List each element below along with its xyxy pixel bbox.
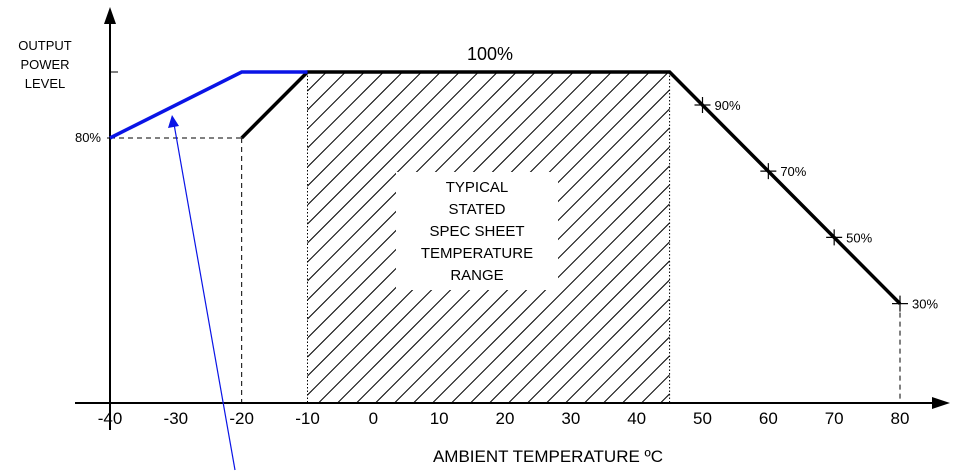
x-tick-label: 40 <box>627 409 646 428</box>
guide-lines <box>107 71 901 403</box>
region-text-line-3: SPEC SHEET <box>429 223 524 240</box>
hatch-line <box>307 72 498 263</box>
region-text-line-2: STATED <box>449 201 506 218</box>
hatch-line <box>622 355 670 403</box>
hatch-line <box>584 317 670 403</box>
hatch-line <box>307 72 308 73</box>
region-text-line-5: RANGE <box>450 267 503 284</box>
hatch-line <box>307 72 327 92</box>
x-tick-label: 10 <box>430 409 449 428</box>
x-tick-label: 20 <box>496 409 515 428</box>
pointer-arrowhead-icon <box>168 115 179 128</box>
hatch-line <box>307 72 460 225</box>
series-line-2 <box>109 70 308 140</box>
x-tick-label: -10 <box>295 409 320 428</box>
x-axis-title: AMBIENT TEMPERATURE ºC <box>433 447 663 466</box>
hatch-line <box>307 72 479 244</box>
hatch-line <box>489 222 670 403</box>
series-lines <box>109 70 902 305</box>
y-axis-title-line-1: OUTPUT <box>18 38 72 53</box>
marker-label-50: 90% <box>715 98 741 113</box>
x-tick-label: 50 <box>693 409 712 428</box>
hatch-line <box>527 260 670 403</box>
hatch-line <box>307 72 517 282</box>
hatch-line <box>307 72 536 301</box>
x-tick-label: 30 <box>561 409 580 428</box>
y-axis-title-line-3: LEVEL <box>25 76 65 91</box>
y-axis-arrow-icon <box>104 7 116 24</box>
marker-80: 30% <box>892 295 938 312</box>
hatch-line <box>432 165 670 403</box>
x-tick-label: -40 <box>98 409 123 428</box>
hatch-line <box>307 72 555 320</box>
x-tick-label: -30 <box>164 409 189 428</box>
label-80-percent: 80% <box>75 130 101 145</box>
x-tick-label: -20 <box>229 409 254 428</box>
hatch-line <box>546 279 670 403</box>
hatch-line <box>565 298 670 403</box>
region-text-line-4: TEMPERATURE <box>421 245 533 262</box>
hatch-line <box>660 393 670 403</box>
pointer-line <box>173 123 236 471</box>
x-tick-label: 0 <box>369 409 378 428</box>
hatch-line <box>603 336 670 403</box>
x-tick-label: 70 <box>825 409 844 428</box>
region-text: TYPICAL STATED SPEC SHEET TEMPERATURE RA… <box>421 179 533 284</box>
data-markers: 90% 70% 50% 30% <box>694 97 938 312</box>
hatch-line <box>470 203 670 403</box>
series-line-1 <box>240 70 902 305</box>
marker-label-80: 30% <box>912 297 938 312</box>
marker-label-60: 70% <box>780 164 806 179</box>
hatch-line <box>307 72 422 187</box>
label-100-percent: 100% <box>467 44 513 64</box>
spec-range-region <box>307 72 671 403</box>
hatch-line <box>307 72 384 149</box>
hatch-line <box>451 184 670 403</box>
hatch-line <box>394 127 670 403</box>
hatch-line <box>413 146 670 403</box>
marker-50: 90% <box>694 97 741 113</box>
axes <box>75 7 950 430</box>
hatch-line <box>508 241 670 403</box>
x-tick-label: 60 <box>759 409 778 428</box>
y-axis-title: OUTPUT POWER LEVEL <box>18 38 72 91</box>
marker-60: 70% <box>760 163 807 180</box>
hatch-line <box>307 72 365 130</box>
region-text-background <box>396 172 558 290</box>
hatch-line <box>307 72 441 206</box>
annotation-pointer <box>168 115 236 471</box>
marker-70: 50% <box>826 229 873 246</box>
hatch-line <box>307 72 403 168</box>
hatch-line <box>641 374 670 403</box>
x-axis-arrow-icon <box>932 397 950 409</box>
marker-label-70: 50% <box>846 230 872 245</box>
x-tick-labels: -40 -30 -20 -10 0 10 20 30 40 50 60 70 80 <box>98 409 910 428</box>
x-tick-label: 80 <box>891 409 910 428</box>
region-text-line-1: TYPICAL <box>446 179 509 196</box>
y-axis-title-line-2: POWER <box>20 57 69 72</box>
hatch-line <box>307 72 346 111</box>
